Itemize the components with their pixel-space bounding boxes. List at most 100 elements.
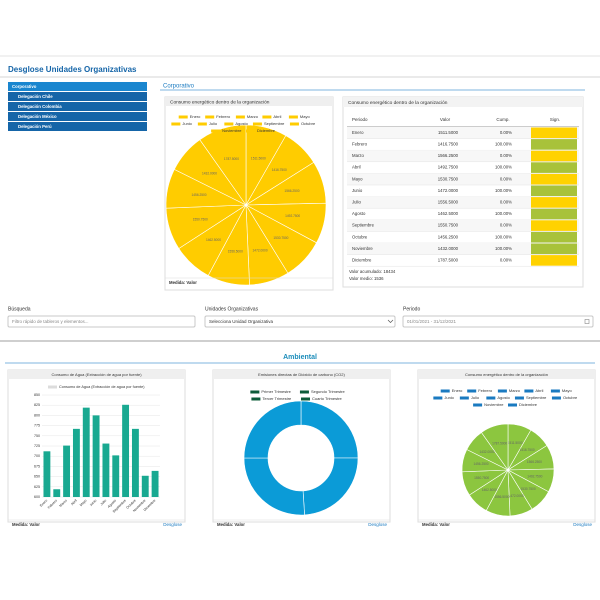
slice-label: 1530.7500	[521, 487, 536, 491]
bar	[53, 489, 61, 497]
legend-swatch	[550, 389, 560, 393]
table-cell: Noviembre	[352, 246, 373, 251]
table-cell: 1787.5000	[438, 258, 459, 263]
sidebar-item[interactable]	[8, 122, 147, 131]
bar	[82, 407, 90, 497]
table-cell: Diciembre	[352, 258, 372, 263]
chevron	[387, 319, 394, 323]
x-tick-label: Junio	[89, 498, 98, 507]
filter-placeholder[interactable]: 01/01/2021 - 31/12/2021	[407, 319, 457, 324]
legend-label: Octubre	[301, 121, 316, 126]
legend-label: Agosto	[235, 121, 248, 126]
legend-label: Enero	[452, 388, 463, 393]
x-tick-label: Mayo	[79, 498, 88, 507]
table-row-bg	[347, 243, 579, 255]
legend-swatch	[508, 403, 517, 407]
slice-label: 1556.5000	[228, 250, 243, 254]
legend-swatch	[252, 122, 262, 126]
table-cell: Julio	[352, 200, 361, 205]
legend-swatch	[289, 122, 299, 126]
panel-title: Consumo energético dentro de la organiza…	[170, 99, 270, 105]
panel-title: Emisiones directas de Dióxido de carbono…	[258, 372, 345, 377]
table-row-bg	[347, 127, 579, 139]
slice-label: 1787.5000	[224, 157, 239, 161]
table-cell: 1550.7500	[438, 223, 459, 228]
sidebar-label[interactable]: Corporativo	[12, 84, 37, 89]
panel-header	[418, 370, 595, 379]
x-tick-label: Agosto	[107, 498, 117, 508]
filter-input[interactable]	[7, 315, 196, 328]
legend-label: Julio	[471, 395, 480, 400]
filter-placeholder[interactable]: Selecciona Unidad Organizativa	[209, 319, 274, 324]
legend-swatch	[497, 389, 507, 393]
sign-cell	[531, 139, 577, 150]
legend-label: Marzo	[509, 388, 521, 393]
slice-label: 1511.5000	[508, 441, 523, 445]
legend-label: Septiembre	[526, 395, 547, 400]
bar	[112, 455, 120, 497]
table-cell: 100.00%	[495, 142, 512, 147]
legend-label: Junio	[182, 121, 192, 126]
y-tick-label: 750	[34, 434, 40, 438]
sidebar-item[interactable]	[8, 102, 147, 111]
table-cell: Abril	[352, 165, 361, 170]
legend-swatch	[197, 122, 207, 126]
slice-label: 1432.0000	[479, 450, 494, 454]
slice	[199, 124, 247, 206]
legend-label: Febrero	[216, 114, 231, 119]
bar	[151, 470, 159, 497]
legend-label: Abril	[535, 388, 543, 393]
sidebar-item[interactable]	[8, 82, 147, 91]
slice-label: 1432.0000	[202, 172, 217, 176]
slice-label: 1416.7500	[272, 168, 287, 172]
table-cell: 100.00%	[495, 211, 512, 216]
table-cell: 100.00%	[495, 246, 512, 251]
sidebar-label[interactable]: Delegación Chile	[18, 94, 53, 99]
x-tick-label: Febrero	[47, 498, 58, 509]
slice-label: 1550.7500	[474, 476, 489, 480]
table-cell: Junio	[352, 188, 363, 193]
breakdown-link[interactable]: Desglose	[163, 522, 182, 527]
sidebar-label[interactable]: Delegación Perú	[18, 124, 52, 129]
breakdown-link[interactable]: Desglose	[573, 522, 592, 527]
table-cell: 0.00%	[500, 200, 512, 205]
y-tick-label: 675	[34, 464, 40, 468]
legend-label: Tercer Trimestre	[262, 396, 292, 401]
bar	[141, 475, 149, 497]
table-cell: 100.00%	[495, 188, 512, 193]
table-cell: 0.00%	[500, 223, 512, 228]
filter-placeholder[interactable]: Filtro rápido de tableros y elementos...	[12, 319, 89, 324]
panel-header	[213, 370, 390, 379]
sign-cell	[531, 197, 577, 208]
table-cell: 1511.5000	[438, 130, 459, 135]
filter-label: Búsqueda	[8, 306, 31, 312]
sign-cell	[531, 220, 577, 231]
legend-label: Enero	[190, 114, 201, 119]
legend-swatch	[246, 129, 255, 133]
table-cell: 0.00%	[500, 130, 512, 135]
sign-cell	[531, 173, 577, 185]
sidebar-label[interactable]: Delegación México	[18, 114, 57, 119]
table-row-bg	[347, 150, 579, 162]
legend-swatch	[473, 403, 483, 407]
sign-cell	[531, 243, 577, 255]
breakdown-link[interactable]: Desglose	[368, 522, 387, 527]
legend-label: Mayo	[562, 388, 573, 393]
filter-input[interactable]	[204, 315, 396, 328]
legend-swatch	[171, 122, 181, 126]
sidebar-item[interactable]	[8, 112, 147, 121]
y-tick-label: 650	[34, 475, 40, 479]
measure: Medida: Valor	[217, 522, 245, 527]
filter-input[interactable]	[402, 315, 594, 328]
sidebar-label[interactable]: Delegación Colombia	[18, 104, 62, 109]
legend-label: Julio	[209, 121, 218, 126]
bar	[92, 415, 100, 497]
legend-swatch	[301, 397, 310, 401]
legend-label: Abril	[273, 114, 281, 119]
sign-cell	[531, 162, 577, 173]
sidebar-item[interactable]	[8, 92, 147, 101]
legend-label: Octubre	[563, 395, 578, 400]
legend-label: Segundo Trimestre	[311, 389, 346, 394]
